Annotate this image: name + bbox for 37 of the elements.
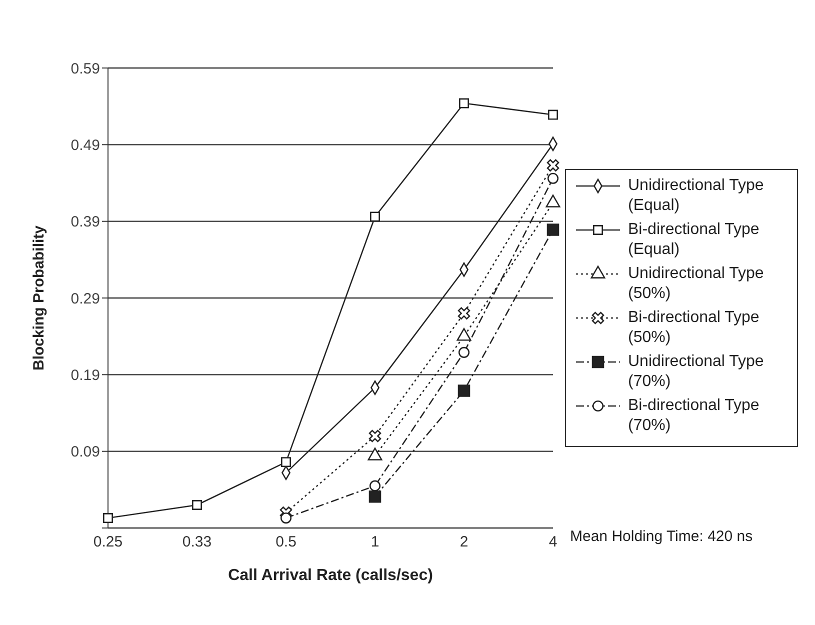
x-tick-label: 4 — [548, 534, 558, 551]
x-tick-label: 0.5 — [276, 534, 296, 551]
x-tick-label: 0.25 — [93, 534, 123, 551]
legend-label: Unidirectional Type (70%) — [628, 352, 765, 392]
y-tick-label: 0.39 — [70, 214, 100, 231]
y-tick-label: 0.49 — [70, 136, 100, 154]
point — [458, 307, 470, 320]
y-tick-label: 0.09 — [70, 444, 100, 461]
y-tick-label: 0.59 — [70, 60, 100, 78]
point — [458, 346, 470, 358]
x-tick-label: 2 — [460, 534, 468, 551]
point — [103, 513, 113, 524]
text: Mean Holding Time: 420 ns — [570, 528, 754, 545]
legend-label: Unidirectional Type (50%) — [628, 264, 765, 304]
legend-label: Bi-directional Type (70%) — [628, 396, 760, 436]
x-tick-label: 1 — [370, 534, 380, 551]
point — [546, 159, 560, 172]
legend-label: Bi-directional Type (Equal) — [628, 220, 760, 260]
point — [548, 110, 558, 120]
point — [546, 224, 560, 236]
legend-label: Bi-directional Type (50%) — [628, 308, 760, 348]
point — [458, 384, 470, 397]
point — [547, 172, 559, 184]
point — [459, 98, 469, 108]
point — [281, 457, 291, 468]
point — [368, 490, 382, 503]
x-axis-title: Call Arrival Rate (calls/sec) — [228, 567, 433, 584]
y-axis-title: Blocking Probability — [30, 224, 48, 371]
point — [370, 212, 380, 222]
point — [369, 480, 381, 492]
point — [368, 430, 382, 442]
legend-label: Unidirectional Type (Equal) — [628, 176, 765, 216]
y-tick-label: 0.19 — [70, 366, 100, 384]
x-tick-label: 0.33 — [182, 534, 212, 551]
y-tick-label: 0.29 — [70, 290, 100, 308]
point — [192, 500, 202, 510]
point — [280, 512, 292, 524]
